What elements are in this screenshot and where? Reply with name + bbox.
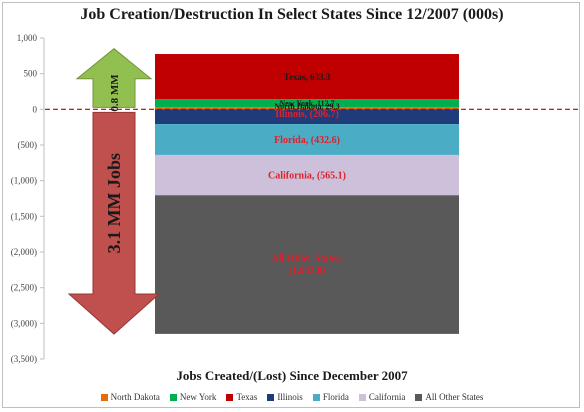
down-arrow-label: 3.1 MM Jobs [104,153,124,254]
legend-label: Florida [322,392,349,402]
legend-item-north-dakota: North Dakota [100,392,160,402]
segment-label-north-dakota: North Dakota, 29.3 [274,102,339,111]
legend-swatch [415,393,423,401]
down-arrow [67,111,161,335]
legend-item-all-other-states: All Other States [415,392,483,402]
y-tick-label: 0 [33,104,38,114]
y-tick-label: 500 [24,69,38,79]
chart-title: Job Creation/Destruction In Select State… [80,6,504,23]
y-tick-label: (1,500) [11,211,37,221]
segment-label-florida: Florida, (432.6) [274,135,340,146]
legend-swatch [169,393,177,401]
legend-swatch [358,393,366,401]
segment-label-new-york: New York, 112.7 [279,99,334,108]
up-arrow-label: 0.8 MM [109,74,121,112]
legend-item-new-york: New York [169,392,217,402]
legend-label: Illinois [277,392,303,402]
y-tick-label: (1,000) [11,176,37,186]
x-axis-label: Jobs Created/(Lost) Since December 2007 [176,368,408,383]
y-tick-label: (500) [18,140,38,150]
bar-segment-illinois [155,109,459,125]
legend-label: All Other States [425,392,484,402]
bar-segment-florida [155,124,459,155]
y-tick-label: 1,000 [17,33,38,43]
y-tick-label: (3,500) [11,354,37,364]
bar-segment-texas [155,54,459,100]
legend-swatch [226,393,234,401]
y-tick-label: (3,000) [11,318,37,328]
legend-item-california: California [358,392,406,402]
up-arrow [75,48,153,108]
legend-swatch [100,393,108,401]
stacked-bar [45,54,578,334]
legend-item-florida: Florida [312,392,349,402]
legend-label: Texas [236,392,258,402]
y-tick-label: (2,500) [11,283,37,293]
segment-label-california: California, (565.1) [268,171,346,182]
legend-item-texas: Texas [226,392,257,402]
y-axis: 1,000 500 0 (500) (1,000) (1,500) (2,000) (2,50… [11,33,45,364]
legend-item-illinois: Illinois [267,392,303,402]
legend-swatch [312,393,320,401]
legend-label: California [368,392,406,402]
y-tick-label: (2,000) [11,247,37,257]
legend-label: New York [179,392,217,402]
segment-label-all-other-states: All Other States, (1,943.8) [271,254,343,277]
segment-label-texas: Texas, 633.3 [284,72,331,82]
bar-segment-all-other-states [155,195,459,334]
legend-swatch [267,393,275,401]
bar-segment-california [155,154,459,196]
annotation-arrows: 0.8 MM 3.1 MM Jobs [67,48,161,335]
bar-segment-new-york [155,99,459,108]
legend: North Dakota New York Texas Illinois Florida… [0,392,584,402]
bar-segment-north-dakota [155,107,459,110]
segment-label-illinois: Illinois, (206.7) [275,109,339,120]
legend-label: North Dakota [110,392,160,402]
